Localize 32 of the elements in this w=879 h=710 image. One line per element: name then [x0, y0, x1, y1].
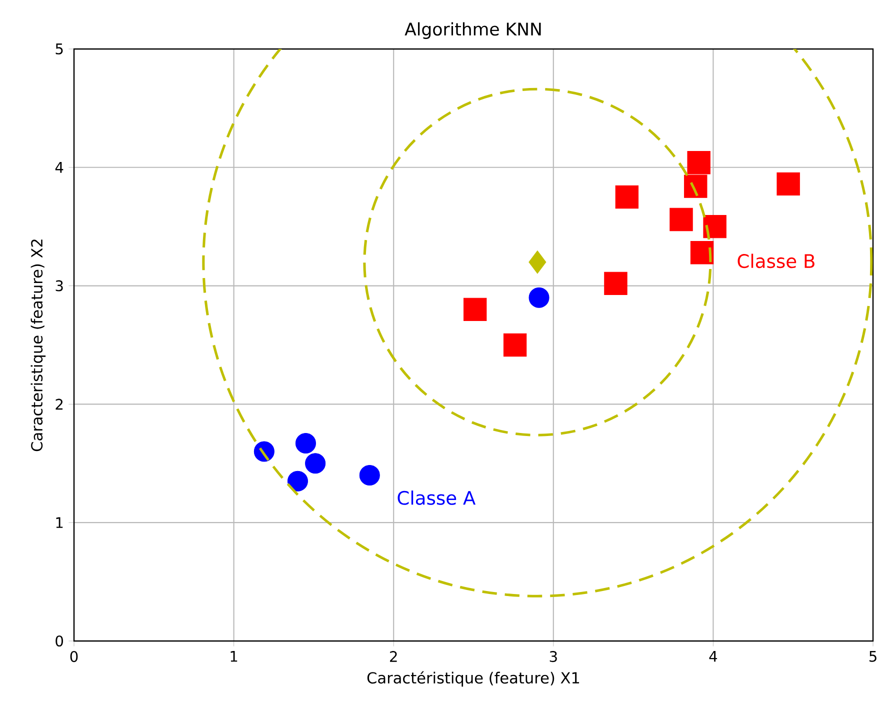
x-tick-label: 1: [230, 651, 238, 662]
point: [464, 298, 487, 322]
point: [690, 241, 714, 264]
x-axis-title: Caractéristique (feature) X1: [367, 671, 580, 687]
point: [615, 185, 639, 209]
chart-title: Algorithme KNN: [404, 22, 541, 39]
point: [295, 432, 316, 454]
annotation: Classe A: [398, 490, 476, 505]
point: [687, 151, 710, 174]
annotation: Classe B: [738, 254, 814, 268]
y-tick-label: 0: [56, 635, 63, 647]
x-tick-label: 5: [869, 651, 876, 662]
y-tick-label: 1: [56, 517, 63, 528]
point: [359, 464, 380, 486]
point: [703, 214, 726, 238]
y-tick-label: 3: [56, 280, 63, 292]
point: [670, 208, 693, 232]
point: [776, 172, 800, 196]
x-tick-label: 4: [709, 651, 718, 662]
point: [604, 272, 628, 296]
x-tick-label: 0: [70, 651, 78, 662]
x-tick-label: 3: [550, 651, 557, 662]
x-tick-label: 2: [390, 651, 397, 662]
point: [684, 174, 708, 198]
point: [287, 470, 308, 492]
y-axis-title: Caracteristique (feature) X2: [30, 240, 46, 452]
y-tick-label: 4: [55, 162, 64, 173]
point: [305, 453, 326, 474]
point: [528, 287, 550, 308]
y-tick-label: 2: [56, 398, 63, 410]
y-tick-label: 5: [56, 44, 63, 54]
point: [503, 333, 527, 357]
